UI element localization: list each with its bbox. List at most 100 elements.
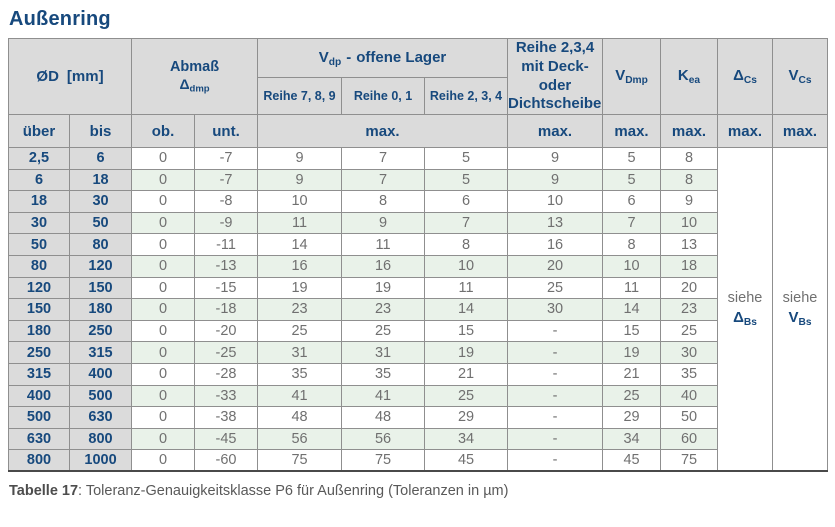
table-row: 18 30 0 -8 10 8 6 10 6 9 (8, 190, 828, 213)
table-row: 30 50 0 -9 11 9 7 13 7 10 (8, 211, 828, 235)
value-cell: -11 (194, 233, 259, 256)
value-cell: -33 (194, 384, 259, 408)
col-header-vdmp: VDmp (602, 38, 662, 115)
siehe-symbol: VBs (788, 309, 812, 329)
diameter-cell: 18 (8, 190, 70, 213)
col-subheader-max-vdp: max. (257, 114, 509, 148)
value-cell: 9 (507, 147, 604, 170)
table-row: 500 630 0 -38 48 48 29-29 50 (8, 406, 828, 429)
diameter-cell: 6 (8, 168, 70, 192)
diameter-cell: 150 (68, 276, 133, 300)
siehe-text: siehe (782, 289, 818, 306)
col-subheader-max-deck: max. (507, 114, 604, 148)
col-subheader-max-vcs: max. (772, 114, 829, 148)
value-cell: 0 (131, 362, 196, 386)
value-cell: 75 (660, 449, 719, 472)
value-cell: 23 (341, 298, 426, 321)
col-header-vcs: VCs (772, 38, 829, 115)
value-cell: 13 (507, 211, 604, 235)
diameter-unit: [mm] (66, 68, 104, 85)
diameter-cell: 6 (68, 147, 133, 170)
diameter-cell: 800 (8, 449, 70, 472)
value-cell: 16 (341, 254, 426, 278)
value-cell: 9 (660, 190, 719, 213)
value-cell: 0 (131, 147, 196, 170)
value-cell: -60 (194, 449, 259, 472)
value-cell: 7 (424, 211, 509, 235)
value-cell: 9 (507, 168, 604, 192)
table-row: 80 120 0 -13 16 16 10 20 10 18 (8, 254, 828, 278)
diameter-cell: 80 (8, 254, 70, 278)
value-cell: 9 (341, 211, 426, 235)
value-cell: 0 (131, 406, 196, 429)
value-cell: 7 (341, 168, 426, 192)
col-subheader-bis: bis (68, 114, 133, 148)
value-cell: -7 (194, 147, 259, 170)
value-cell: 11 (257, 211, 343, 235)
diameter-cell: 50 (8, 233, 70, 256)
value-cell: 5 (424, 147, 509, 170)
diameter-cell: 250 (68, 319, 133, 343)
value-cell: 0 (131, 233, 196, 256)
table-row: 2,5 6 0 -7 9 7 5 9 5 8 siehe ΔBs siehe VBs (8, 147, 829, 472)
value-cell: 0 (131, 449, 196, 472)
table-body: 2,5 6 0 -7 9 7 5 9 5 8 siehe ΔBs siehe VBs 6 18 0 -7 9 7 5 9 5… (8, 147, 829, 472)
value-cell: 20 (507, 254, 604, 278)
value-cell: -25 (194, 341, 259, 364)
value-cell: 50 (660, 406, 719, 429)
table-row: 180 250 0 -20 25 25 15-15 25 (8, 319, 828, 343)
col-subheader-ueber: über (8, 114, 70, 148)
value-cell: 0 (131, 427, 196, 451)
value-cell: 16 (257, 254, 343, 278)
value-cell: 8 (660, 147, 719, 170)
col-header-diameter: ØD [mm] (7, 38, 133, 115)
diameter-cell: 30 (8, 211, 70, 235)
value-cell: 0 (131, 298, 196, 321)
siehe-text: siehe (727, 289, 763, 306)
value-cell: 10 (660, 211, 719, 235)
value-cell: 21 (602, 362, 662, 386)
value-cell: 0 (131, 211, 196, 235)
siehe-reference-cell: siehe ΔBs (717, 147, 774, 472)
value-cell: 31 (257, 341, 343, 364)
col-subheader-ob: ob. (131, 114, 196, 148)
value-cell: 0 (131, 254, 196, 278)
diameter-cell: 400 (68, 362, 133, 386)
value-cell: 5 (602, 147, 662, 170)
siehe-symbol: ΔBs (733, 309, 757, 329)
value-cell: 25 (424, 384, 509, 408)
table-row: 50 80 0 -11 14 11 8 16 8 13 (8, 233, 828, 256)
value-cell: 13 (660, 233, 719, 256)
value-cell: 8 (424, 233, 509, 256)
diameter-cell: 315 (8, 362, 70, 386)
col-header-abmass: Abmaß Δdmp (131, 38, 259, 115)
value-cell: 8 (660, 168, 719, 192)
value-cell: 0 (131, 319, 196, 343)
table-row: 400 500 0 -33 41 41 25-25 40 (8, 384, 828, 408)
diameter-symbol: ØD (36, 68, 59, 85)
diameter-cell: 800 (68, 427, 133, 451)
value-cell: - (507, 427, 604, 451)
diameter-cell: 2,5 (8, 147, 70, 170)
value-cell: 7 (341, 147, 426, 170)
value-cell: 29 (602, 406, 662, 429)
value-cell: 25 (660, 319, 719, 343)
diameter-cell: 630 (68, 406, 133, 429)
diameter-cell: 500 (8, 406, 70, 429)
value-cell: -38 (194, 406, 259, 429)
value-cell: 18 (660, 254, 719, 278)
value-cell: 14 (257, 233, 343, 256)
value-cell: 6 (602, 190, 662, 213)
value-cell: 35 (660, 362, 719, 386)
col-header-kea: Kea (660, 38, 719, 115)
diameter-cell: 630 (8, 427, 70, 451)
value-cell: 11 (424, 276, 509, 300)
table-caption: Tabelle 17: Toleranz-Genauigkeitsklasse … (9, 483, 827, 499)
value-cell: 35 (257, 362, 343, 386)
col-subheader-max-kea: max. (660, 114, 719, 148)
table-row: 6 18 0 -7 9 7 5 9 5 8 (8, 168, 828, 192)
value-cell: -18 (194, 298, 259, 321)
value-cell: -28 (194, 362, 259, 386)
value-cell: 25 (341, 319, 426, 343)
value-cell: -13 (194, 254, 259, 278)
